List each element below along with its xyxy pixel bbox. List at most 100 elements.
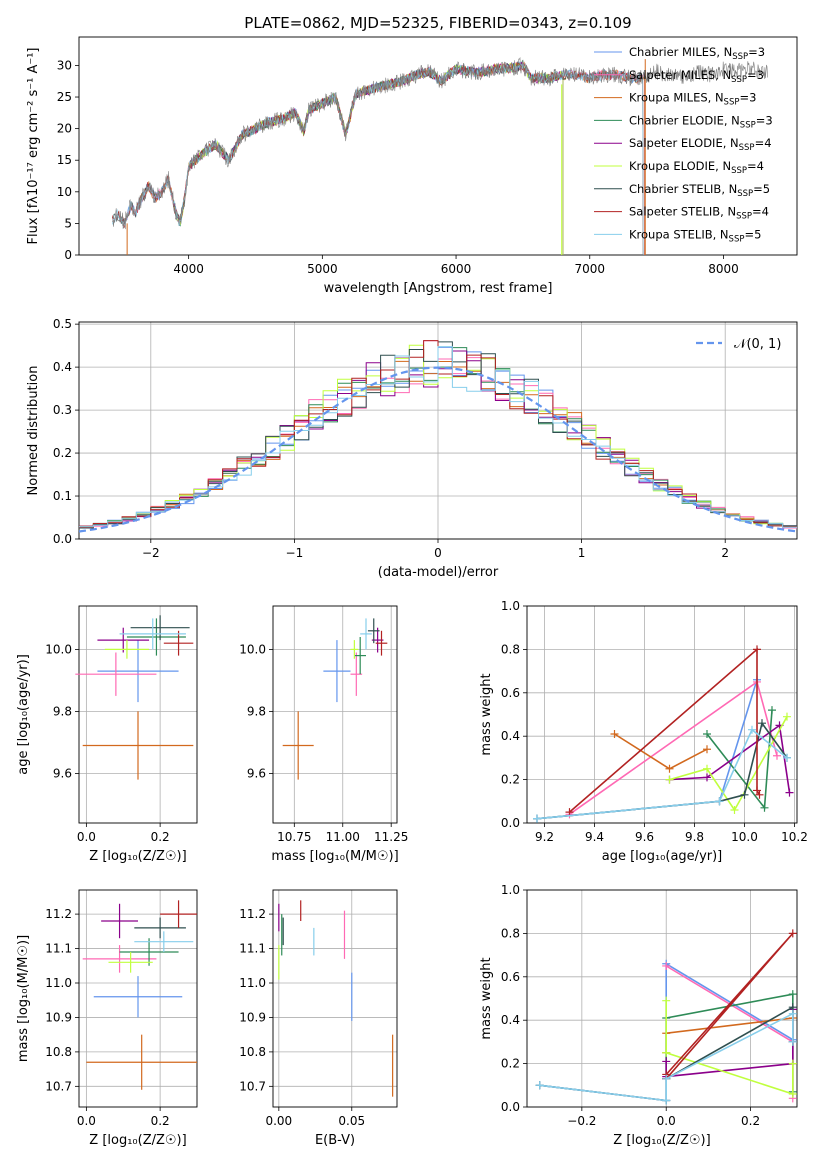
x-axis-label: mass [log₁₀(M/M☉)] xyxy=(271,849,398,864)
y-tick-label: 10.9 xyxy=(45,1010,72,1024)
y-tick-label: 10.8 xyxy=(45,1045,72,1059)
weight-marker xyxy=(662,1057,671,1066)
x-axis-label: Z [log₁₀(Z/Z☉)] xyxy=(89,849,186,864)
x-tick-label: 4000 xyxy=(173,262,204,276)
x-tick-label: 8000 xyxy=(708,262,739,276)
model-line xyxy=(126,61,645,255)
data-line xyxy=(112,56,768,230)
weight-marker xyxy=(758,719,766,728)
y-tick-label: 5 xyxy=(64,216,72,230)
x-tick-label: −2 xyxy=(142,546,160,560)
y-tick-label: 10.8 xyxy=(239,1045,266,1059)
y-tick-label: 9.6 xyxy=(247,766,266,780)
weight-marker xyxy=(760,803,769,812)
legend-label: Salpeter MILES, NSSP=3 xyxy=(629,68,764,85)
axes-weight_vs_Z: −0.2 0.0 0.2 0.0 0.2 0.4 0.6 0.8 1.0 Z [log₁₀(Z/Z… xyxy=(479,883,798,1148)
weight-marker xyxy=(788,1089,797,1098)
y-tick-label: 11.0 xyxy=(239,976,266,990)
x-tick-label: 9.4 xyxy=(585,830,604,844)
x-axis-label: Z [log₁₀(Z/Z☉)] xyxy=(89,1133,186,1148)
weight-marker xyxy=(748,725,756,734)
legend-label: Salpeter STELIB, NSSP=4 xyxy=(629,205,769,222)
x-tick-label: 9.6 xyxy=(635,830,654,844)
axes-age_vs_mass: 10.75 11.00 11.25 9.6 9.8 10.0 mass [log₁₀(M/M… xyxy=(239,605,408,864)
y-tick-label: 10.0 xyxy=(239,642,266,656)
weight-line xyxy=(669,723,791,793)
weight-marker xyxy=(703,764,711,773)
weight-marker xyxy=(662,961,671,970)
axes-age_vs_Z: 0.0 0.2 9.6 9.8 10.0 Z [log₁₀(Z/Z☉)] age [log₁… xyxy=(16,605,198,864)
y-tick-label: 9.8 xyxy=(53,704,72,718)
x-tick-label: 11.25 xyxy=(374,830,408,844)
figure-title: PLATE=0862, MJD=52325, FIBERID=0343, z=0… xyxy=(244,14,631,32)
legend-label: Salpeter ELODIE, NSSP=4 xyxy=(629,136,772,153)
x-tick-label: 11.00 xyxy=(326,830,360,844)
weight-marker xyxy=(788,929,797,938)
y-tick-label: 0.0 xyxy=(53,532,72,546)
x-tick-label: 0.2 xyxy=(151,1114,170,1128)
axes-frame xyxy=(272,605,398,824)
x-axis-label: wavelength [Angstrom, rest frame] xyxy=(324,281,553,296)
x-axis-label: E(B-V) xyxy=(315,1133,355,1148)
y-tick-label: 10.7 xyxy=(239,1079,266,1093)
x-tick-label: 9.8 xyxy=(685,830,704,844)
y-tick-label: 9.6 xyxy=(53,766,72,780)
y-tick-label: 10.7 xyxy=(45,1079,72,1093)
x-tick-label: 9.2 xyxy=(535,830,554,844)
legend-label: Chabrier STELIB, NSSP=5 xyxy=(629,182,770,199)
x-tick-label: 10.0 xyxy=(731,830,758,844)
y-tick-label: 0.3 xyxy=(53,403,72,417)
axes-frame xyxy=(78,36,798,256)
weight-marker xyxy=(783,712,791,721)
x-tick-label: 2 xyxy=(721,546,729,560)
weight-line xyxy=(568,647,761,813)
y-tick-label: 10.9 xyxy=(239,1010,266,1024)
weight-marker xyxy=(753,645,761,654)
weight-line xyxy=(665,932,794,1080)
x-tick-label: 0.0 xyxy=(77,1114,96,1128)
weight-marker xyxy=(703,773,711,782)
weight-marker xyxy=(788,1037,797,1046)
axes-mass_vs_ebv: 0.00 0.05 10.7 10.8 10.9 11.0 11.1 11.2 E(B-V) xyxy=(239,889,398,1148)
x-tick-label: 6000 xyxy=(441,262,472,276)
weight-line xyxy=(669,716,788,812)
y-tick-label: 0.6 xyxy=(501,970,520,984)
weight-line xyxy=(536,679,758,820)
weight-marker xyxy=(662,1074,671,1083)
weight-line xyxy=(536,728,788,820)
y-tick-label: 11.2 xyxy=(239,907,266,921)
y-tick-label: 11.0 xyxy=(45,976,72,990)
y-tick-label: 0.0 xyxy=(501,1100,520,1114)
y-tick-label: 11.1 xyxy=(45,942,72,956)
y-tick-label: 1.0 xyxy=(501,599,520,613)
weight-marker xyxy=(788,990,797,999)
y-tick-label: 0.2 xyxy=(53,446,72,460)
x-tick-label: 0.05 xyxy=(338,1114,365,1128)
x-tick-label: −0.2 xyxy=(567,1114,596,1128)
legend-label: Chabrier ELODIE, NSSP=3 xyxy=(629,113,773,130)
x-tick-label: 10.2 xyxy=(781,830,808,844)
y-tick-label: 9.8 xyxy=(247,704,266,718)
legend-label: 𝒩(0, 1) xyxy=(734,337,781,352)
weight-line xyxy=(665,965,794,1099)
legend: Chabrier MILES, NSSP=3 Salpeter MILES, NS… xyxy=(594,45,773,244)
model-line xyxy=(126,61,645,255)
weight-marker xyxy=(703,745,711,754)
weight-marker xyxy=(662,996,671,1005)
axes-frame xyxy=(78,321,798,540)
legend-label: Kroupa MILES, NSSP=3 xyxy=(629,91,756,108)
y-tick-label: 0 xyxy=(64,248,72,262)
y-axis-label: mass weight xyxy=(479,957,494,1039)
axes-residuals: −2 −1 0 1 2 0.0 0.1 0.2 0.3 0.4 0.5 (data-model)/er… xyxy=(26,317,798,580)
axes-frame xyxy=(78,889,198,1108)
weight-marker xyxy=(715,797,724,806)
x-tick-label: 10.75 xyxy=(277,830,311,844)
x-tick-label: 0.0 xyxy=(77,830,96,844)
y-tick-label: 0.8 xyxy=(501,642,520,656)
x-tick-label: 0.2 xyxy=(741,1114,760,1128)
y-axis-label: age [log₁₀(age/yr)] xyxy=(16,654,31,775)
weight-marker xyxy=(740,790,749,799)
normal-curve xyxy=(78,366,798,533)
weight-marker xyxy=(783,753,791,762)
